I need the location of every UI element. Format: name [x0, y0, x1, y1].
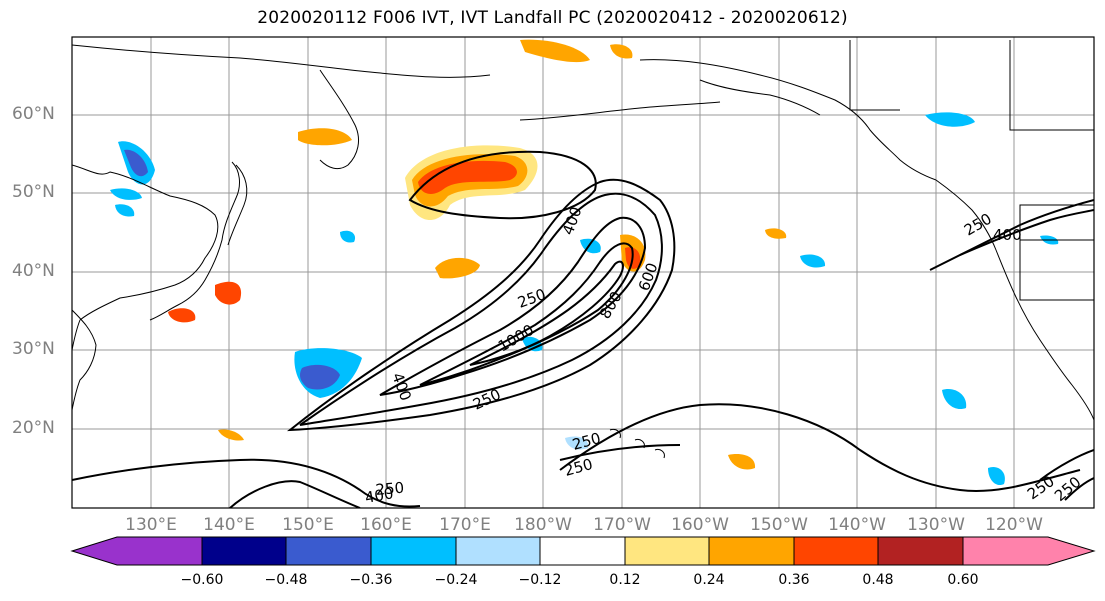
- lat-label: 30°N: [12, 339, 55, 359]
- asia-coastline: [72, 164, 219, 351]
- ivt-contour-250: [929, 199, 1094, 271]
- japan-coastline: [149, 161, 240, 321]
- positive-anomaly-region: [298, 128, 352, 146]
- japan-coastline: [227, 164, 248, 246]
- colorbar-bin: [455, 536, 541, 566]
- lon-label: 150°E: [282, 515, 334, 535]
- ivt-contour-600: [379, 216, 647, 396]
- map-border: [71, 36, 1095, 509]
- negative-anomaly-region: [800, 254, 826, 268]
- lat-label: 50°N: [12, 182, 55, 202]
- positive-anomaly-region: [520, 39, 590, 63]
- colorbar-bin: [201, 536, 287, 566]
- colorbar: [70, 536, 1096, 566]
- kamchatka-coastline: [319, 69, 359, 170]
- positive-anomaly-region: [610, 44, 633, 59]
- state-border: [1019, 204, 1094, 241]
- lon-label: 170°E: [439, 515, 491, 535]
- province-border: [849, 40, 900, 111]
- colorbar-tick-label: 0.60: [947, 572, 979, 588]
- colorbar-bin: [285, 536, 372, 566]
- contour-label: 400: [364, 484, 395, 507]
- ivt-contour-250: [559, 444, 681, 461]
- ivt-contour-800: [419, 242, 634, 386]
- negative-anomaly-region: [988, 466, 1005, 486]
- positive-anomaly-region: [435, 257, 480, 279]
- colorbar-tick-label: −0.24: [434, 572, 478, 588]
- positive-anomaly-region: [218, 429, 244, 441]
- lon-label: 130°W: [907, 515, 965, 535]
- lon-label: 160°E: [360, 515, 412, 535]
- siberia-coastline: [72, 44, 491, 78]
- colorbar-bin: [624, 536, 710, 566]
- ivt-contour-400: [299, 192, 663, 426]
- ivt-contour-250: [408, 150, 597, 220]
- contour-label: 250: [375, 479, 405, 499]
- negative-anomaly-region: [340, 230, 356, 243]
- state-border: [1019, 240, 1094, 301]
- negative-anomaly-region: [110, 188, 142, 200]
- negative-anomaly-region: [300, 364, 340, 390]
- colorbar-extend-low: [70, 536, 203, 566]
- coastlines: [72, 40, 1094, 459]
- lon-label: 120°W: [985, 515, 1043, 535]
- lon-label: 150°W: [750, 515, 808, 535]
- negative-anomaly-region: [124, 149, 148, 177]
- negative-anomaly-region: [115, 204, 135, 217]
- ivt-contour-1000: [469, 260, 624, 366]
- colorbar-tick-label: 0.48: [862, 572, 894, 588]
- ivt-contour-250: [559, 403, 1081, 492]
- asia-coastline: [72, 309, 97, 411]
- colorbar-tick-label: −0.36: [349, 572, 393, 588]
- alaska-coastline: [699, 79, 821, 116]
- province-border: [1009, 40, 1094, 131]
- map-title: 2020020112 F006 IVT, IVT Landfall PC (20…: [257, 8, 848, 28]
- ivt-contours: [72, 150, 1094, 508]
- alaska-coastline: [639, 59, 937, 181]
- positive-anomaly-region: [728, 454, 756, 470]
- negative-anomaly-region: [565, 436, 589, 450]
- lat-label: 40°N: [12, 261, 55, 281]
- negative-anomaly-region: [942, 389, 967, 410]
- colorbar-extend-high: [962, 536, 1096, 566]
- lon-label: 160°W: [671, 515, 729, 535]
- lon-label: 140°W: [828, 515, 886, 535]
- negative-anomaly-region: [925, 112, 975, 127]
- colorbar-bin: [793, 536, 879, 566]
- positive-anomaly-region: [168, 308, 196, 323]
- positive-anomaly-region: [215, 281, 242, 305]
- ivt-contour-400: [959, 209, 1094, 256]
- ivt-contour-250: [1039, 449, 1094, 481]
- lat-label: 60°N: [12, 104, 55, 124]
- colorbar-bin: [708, 536, 795, 566]
- ivt-contour-250: [1064, 477, 1094, 501]
- contour-label: 400: [993, 226, 1022, 244]
- colorbar-bin: [877, 536, 964, 566]
- ivt-contour-250: [286, 178, 676, 432]
- colorbar-tick-label: −0.12: [518, 572, 562, 588]
- lat-label: 20°N: [12, 418, 55, 438]
- north-america-coastline: [935, 179, 1094, 421]
- ivt-contour-400: [229, 480, 361, 508]
- colorbar-tick-label: −0.48: [264, 572, 308, 588]
- colorbar-tick-label: 0.36: [778, 572, 810, 588]
- lon-label: 140°E: [203, 515, 255, 535]
- colorbar-tick-label: −0.60: [180, 572, 224, 588]
- ivt-contour-250: [72, 458, 421, 508]
- positive-anomaly-region: [765, 228, 787, 239]
- lon-label: 180°W: [514, 515, 572, 535]
- positive-anomaly-region: [418, 160, 517, 194]
- lon-label: 130°E: [125, 515, 177, 535]
- colorbar-bin: [370, 536, 457, 566]
- colorbar-tick-label: 0.12: [609, 572, 641, 588]
- aleutian-chain: [519, 101, 721, 121]
- colorbar-bin: [539, 536, 626, 566]
- lon-label: 170°W: [593, 515, 651, 535]
- colorbar-tick-label: 0.24: [693, 572, 725, 588]
